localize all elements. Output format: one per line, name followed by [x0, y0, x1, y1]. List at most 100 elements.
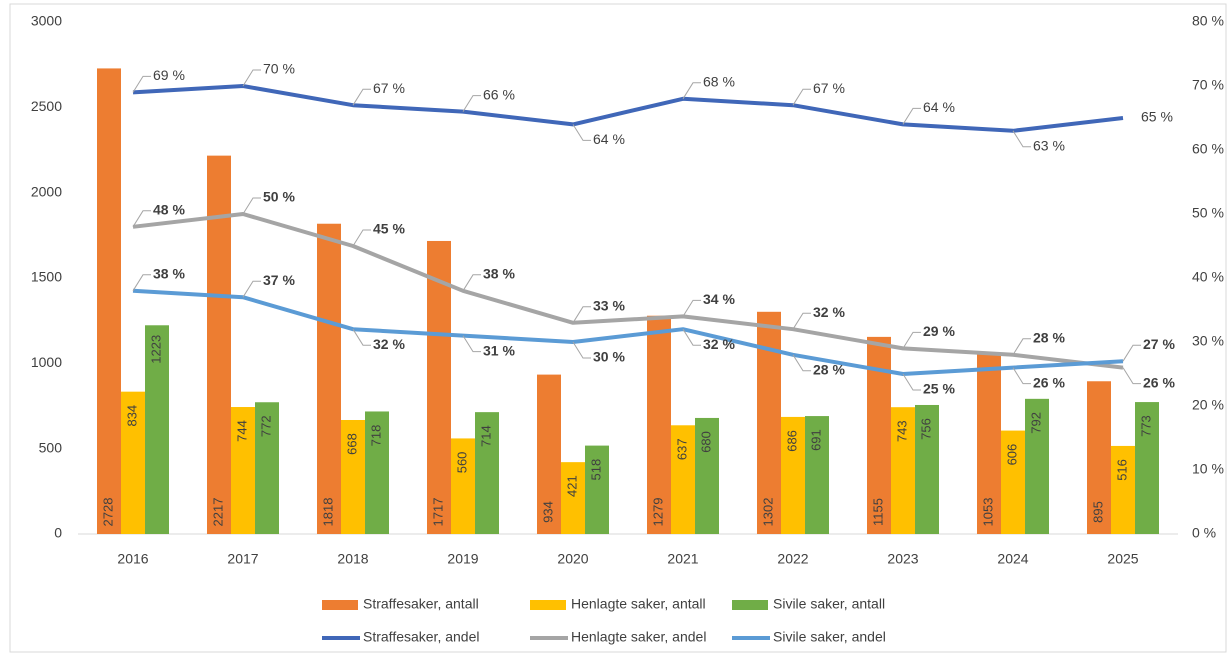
leader-line [1012, 367, 1031, 385]
line-label: 32 % [703, 336, 735, 352]
x-tick-label: 2016 [117, 551, 148, 567]
line-label: 45 % [373, 221, 405, 237]
y2-tick-label: 10 % [1192, 461, 1224, 477]
line-label: 27 % [1143, 336, 1175, 352]
line-label: 32 % [813, 304, 845, 320]
chart-frame [9, 3, 1227, 653]
bar [1135, 402, 1159, 534]
bar-label: 772 [258, 415, 273, 437]
line-label: 64 % [923, 99, 955, 115]
bar-label: 421 [564, 475, 579, 497]
y2-tick-label: 30 % [1192, 333, 1224, 349]
leader-line [682, 299, 701, 317]
bar-label: 756 [918, 418, 933, 440]
x-tick-label: 2018 [337, 551, 368, 567]
bar-label: 744 [234, 420, 249, 442]
bar-label: 895 [1090, 501, 1105, 523]
bar-label: 743 [894, 420, 909, 442]
leader-line [902, 331, 921, 349]
leader-line [242, 280, 261, 298]
bar [1001, 430, 1025, 534]
line-label: 34 % [703, 291, 735, 307]
y-tick-label: 3000 [31, 13, 62, 29]
line-label: 38 % [483, 266, 515, 282]
leader-line [462, 95, 481, 112]
line-label: 31 % [483, 342, 515, 358]
line-label: 69 % [153, 67, 185, 83]
bar-label: 668 [344, 433, 359, 455]
leader-line [1012, 130, 1031, 148]
leader-line [462, 335, 481, 353]
bar [1087, 381, 1111, 534]
line-label: 63 % [1033, 138, 1065, 154]
bar [475, 412, 499, 534]
leader-line [792, 312, 811, 330]
y-tick-label: 2500 [31, 98, 62, 114]
legend-label: Straffesaker, antall [363, 596, 479, 612]
y-tick-label: 2000 [31, 183, 62, 199]
bar-label: 2217 [210, 498, 225, 527]
line-label: 26 % [1143, 374, 1175, 390]
bar [317, 223, 341, 534]
bar-label: 637 [674, 438, 689, 460]
bar [671, 425, 695, 534]
bar-label: 680 [698, 431, 713, 453]
y2-tick-label: 50 % [1192, 205, 1224, 221]
bar [145, 325, 169, 534]
x-tick-label: 2024 [997, 551, 1028, 567]
line-label: 66 % [483, 86, 515, 102]
leader-line [572, 306, 591, 324]
x-tick-label: 2025 [1107, 551, 1138, 567]
line-label: 67 % [813, 80, 845, 96]
y-tick-label: 0 [54, 525, 62, 541]
leader-line [352, 88, 371, 106]
y-tick-label: 1500 [31, 269, 62, 285]
bar-label: 1279 [650, 498, 665, 527]
line-label: 30 % [593, 349, 625, 365]
line [132, 288, 1124, 376]
legend-label: Sivile saker, andel [773, 629, 886, 645]
legend-swatch [732, 600, 768, 610]
line-label: 26 % [1033, 374, 1065, 390]
leader-line [242, 197, 261, 215]
y-tick-label: 1000 [31, 354, 62, 370]
bar-label: 560 [454, 452, 469, 474]
line-label: 33 % [593, 298, 625, 314]
line-label: 50 % [263, 189, 295, 205]
leader-line [572, 124, 591, 141]
bar-label: 686 [784, 430, 799, 452]
line-label: 38 % [153, 266, 185, 282]
bar [1111, 445, 1135, 534]
bar-label: 934 [540, 501, 555, 523]
line [132, 212, 1124, 370]
bar [891, 407, 915, 534]
bar [561, 462, 585, 534]
bar-label: 718 [368, 425, 383, 447]
x-tick-label: 2017 [227, 551, 258, 567]
bar [537, 374, 561, 534]
leader-line [1122, 344, 1141, 362]
x-tick-label: 2020 [557, 551, 588, 567]
bar-label: 516 [1114, 459, 1129, 481]
y2-tick-label: 80 % [1192, 13, 1224, 29]
bar [207, 155, 231, 534]
leader-line [1012, 338, 1031, 356]
line-label: 67 % [373, 80, 405, 96]
bar [977, 354, 1001, 534]
bar-label: 2728 [100, 498, 115, 527]
leader-line [352, 229, 371, 247]
bar [121, 391, 145, 534]
leader-line [792, 88, 811, 106]
line-label: 65 % [1141, 109, 1173, 125]
bar [365, 411, 389, 534]
line-label: 25 % [923, 381, 955, 397]
line-label: 29 % [923, 323, 955, 339]
line-label: 70 % [263, 61, 295, 77]
legend-swatch [530, 600, 566, 610]
bar [915, 404, 939, 534]
bar-label: 834 [124, 405, 139, 427]
bar-label: 1302 [760, 498, 775, 527]
line [132, 84, 1124, 133]
leader-line [572, 341, 591, 359]
